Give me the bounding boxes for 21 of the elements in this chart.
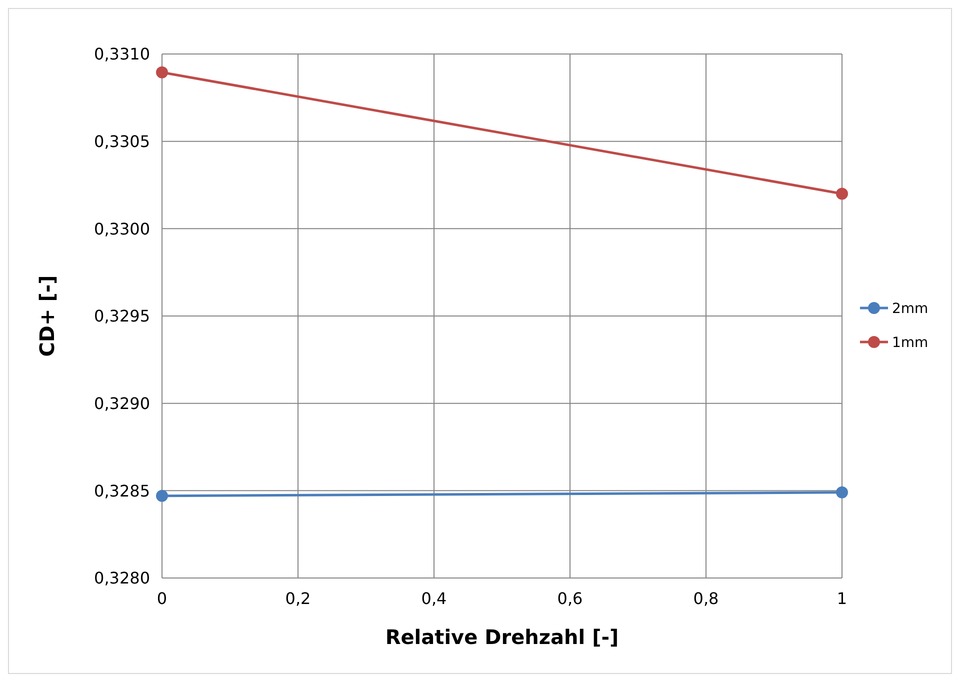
x-tick-label: 0,6 [557,589,583,608]
y-tick-label: 0,3295 [94,306,150,326]
y-tick-label: 0,3280 [94,568,150,588]
y-tick-label: 0,3290 [94,394,150,413]
y-tick-label: 0,3285 [94,481,150,500]
legend-label: 2mm [892,300,928,317]
point [836,188,848,200]
x-tick-label: 0 [156,589,168,608]
y-tick-label: 0,3300 [94,219,150,238]
x-tick-label: 1 [836,589,848,608]
x-tick-label: 0,2 [285,589,311,608]
point [156,66,168,78]
point [156,490,168,502]
y-tick-label: 0,3305 [94,132,150,151]
x-axis-title: Relative Drehzahl [-] [385,625,619,649]
x-tick-label: 0,4 [421,589,447,608]
x-tick-label: 0,8 [693,589,719,608]
legend-label: 1mm [892,334,928,351]
point [836,486,848,498]
y-axis-title: CD+ [-] [35,275,59,357]
y-tick-label: 0,3310 [94,44,150,64]
